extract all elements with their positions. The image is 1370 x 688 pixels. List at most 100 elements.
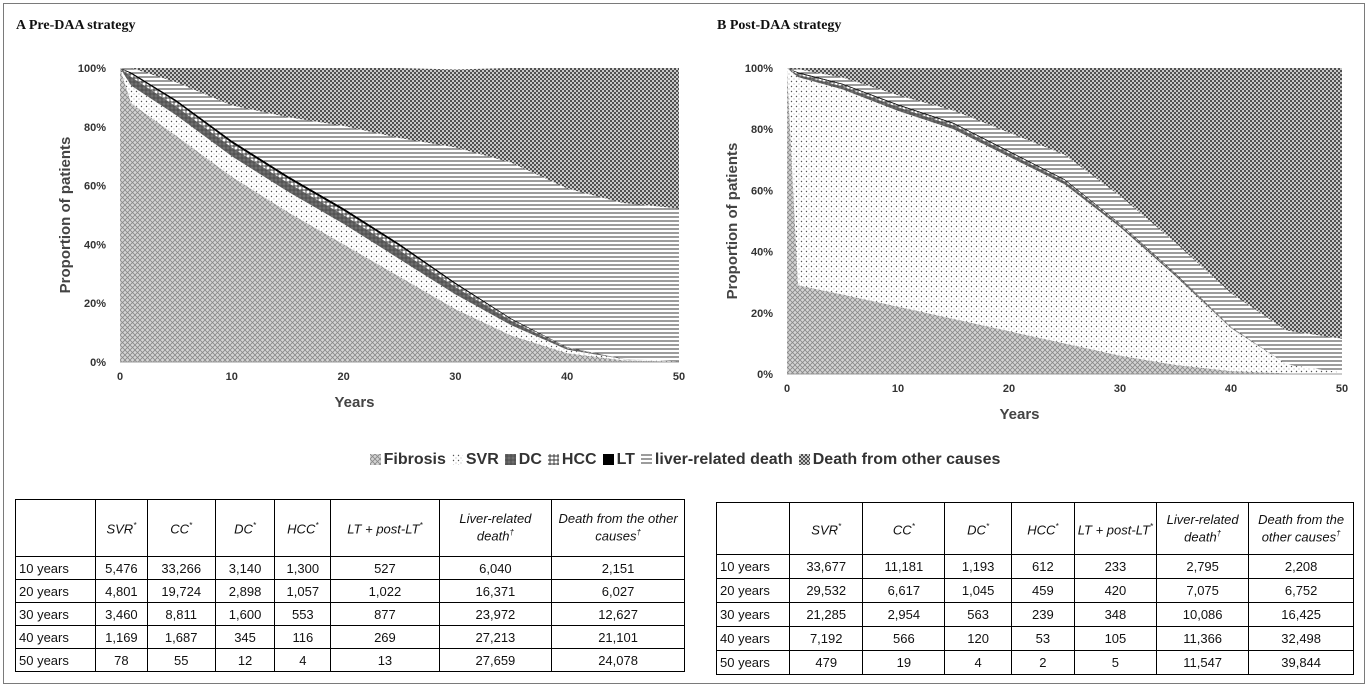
y-tick-label: 100% xyxy=(78,63,106,75)
x-tick-label: 10 xyxy=(226,371,238,383)
column-header: DC* xyxy=(944,502,1012,555)
table-cell: 6,617 xyxy=(862,578,946,603)
table-cell: 33,266 xyxy=(146,556,216,580)
table-cell: 1,687 xyxy=(146,625,216,649)
y-tick-label: 60% xyxy=(84,181,106,193)
table-cell: 7,192 xyxy=(789,626,864,651)
table-cell: 7,075 xyxy=(1155,578,1250,603)
area-svr xyxy=(787,68,1342,374)
table-cell: 1,169 xyxy=(95,625,148,649)
table-cell: 2,795 xyxy=(1155,554,1250,579)
column-header: Liver-related death† xyxy=(1155,502,1250,555)
table-cell: 11,366 xyxy=(1155,626,1250,651)
table-cell: 1,193 xyxy=(944,554,1012,579)
table-cell: 2,954 xyxy=(862,602,946,627)
legend-swatch-icon xyxy=(547,454,559,465)
legend-label: DC xyxy=(518,451,542,468)
table-cell: 27,213 xyxy=(438,625,553,649)
y-tick-label: 80% xyxy=(84,122,106,134)
column-header: DC* xyxy=(214,499,276,557)
area-fibrosis xyxy=(120,68,679,362)
panel-b-title: B Post-DAA strategy xyxy=(717,18,842,33)
legend-swatch-icon xyxy=(602,454,614,465)
table-cell: 1,022 xyxy=(330,579,440,603)
table-cell: 2,898 xyxy=(214,579,276,603)
table-cell: 566 xyxy=(862,626,946,651)
row-label: 30 years xyxy=(715,602,791,627)
legend-swatch-icon xyxy=(451,454,463,465)
legend-label: Death from other causes xyxy=(812,451,1001,468)
y-tick-label: 60% xyxy=(751,185,773,197)
table-cell: 3,140 xyxy=(214,556,276,580)
table-cell: 13 xyxy=(330,648,440,672)
table-cell: 23,972 xyxy=(438,602,553,626)
table-cell: 3,460 xyxy=(95,602,148,626)
x-tick-label: 40 xyxy=(1225,383,1237,395)
legend-label: LT xyxy=(616,451,635,468)
area-death-from-other-causes xyxy=(787,68,1342,339)
y-axis-label: Proportion of patients xyxy=(724,143,741,300)
legend-item-dc: DC xyxy=(504,451,542,469)
table-row: 20 years 4,801 19,724 2,898 1,057 1,022 16,371… xyxy=(14,579,685,603)
row-label: 10 years xyxy=(14,556,97,580)
table-cell: 612 xyxy=(1010,554,1075,579)
row-label: 40 years xyxy=(715,626,791,651)
table-cell: 16,371 xyxy=(438,579,553,603)
y-tick-label: 20% xyxy=(84,298,106,310)
legend-swatch-icon xyxy=(504,454,516,465)
y-tick-label: 100% xyxy=(745,63,773,75)
legend-item-fibrosis: Fibrosis xyxy=(369,451,446,469)
column-header: CC* xyxy=(146,499,216,557)
table-cell: 479 xyxy=(789,650,864,675)
legend-item-death-from-other-causes: Death from other causes xyxy=(798,451,1001,469)
table-cell: 233 xyxy=(1073,554,1158,579)
table-cell: 420 xyxy=(1073,578,1158,603)
legend-item-lt: LT xyxy=(602,451,635,469)
table-cell: 553 xyxy=(274,602,332,626)
area-death-from-other-causes xyxy=(120,68,679,209)
table-row: 10 years 5,476 33,266 3,140 1,300 527 6,040 2,1… xyxy=(14,556,685,580)
chart-a-pre-daa: 0 10 20 30 40 50 0% 20% 40% 60% 80% 100% Years Propor… xyxy=(57,63,685,411)
column-header: Liver-related death† xyxy=(438,499,553,557)
table-row: 40 years 7,192 566 120 53 105 11,366 32,498 xyxy=(715,626,1354,651)
table-cell: 4 xyxy=(274,648,332,672)
table-cell: 11,181 xyxy=(862,554,946,579)
x-tick-label: 20 xyxy=(1003,383,1015,395)
column-header: Death from the other causes† xyxy=(1248,502,1354,555)
table-row: 40 years 1,169 1,687 345 116 269 27,213 21,101 xyxy=(14,625,685,649)
table-cell: 29,532 xyxy=(789,578,864,603)
legend: Fibrosis SVR DC HCC LT liver-related death Dea… xyxy=(0,451,1370,469)
table-cell: 348 xyxy=(1073,602,1158,627)
table-cell: 6,040 xyxy=(438,556,553,580)
legend-label: HCC xyxy=(561,451,597,468)
table-cell: 563 xyxy=(944,602,1012,627)
table-header-row: SVR* CC* DC* HCC* LT + post-LT* Liver-related… xyxy=(715,502,1354,555)
table-cell: 12,627 xyxy=(551,602,685,626)
row-label: 50 years xyxy=(715,650,791,675)
row-label: 10 years xyxy=(715,554,791,579)
legend-item-svr: SVR xyxy=(451,451,499,469)
table-cell: 116 xyxy=(274,625,332,649)
area-liver-related-death xyxy=(120,68,679,362)
y-tick-label: 0% xyxy=(90,357,106,369)
legend-label: SVR xyxy=(465,451,499,468)
table-cell: 19,724 xyxy=(146,579,216,603)
column-header: CC* xyxy=(862,502,946,555)
area-liver-related-death xyxy=(787,68,1342,373)
table-cell: 239 xyxy=(1010,602,1075,627)
table-cell: 5,476 xyxy=(95,556,148,580)
table-cell: 269 xyxy=(330,625,440,649)
table-cell: 8,811 xyxy=(146,602,216,626)
legend-label: Fibrosis xyxy=(383,451,446,468)
table-cell: 6,752 xyxy=(1248,578,1354,603)
table-cell: 21,101 xyxy=(551,625,685,649)
legend-item-hcc: HCC xyxy=(547,451,597,469)
y-axis-label: Proportion of patients xyxy=(57,137,74,294)
x-tick-label: 0 xyxy=(784,383,790,395)
table-cell: 33,677 xyxy=(789,554,864,579)
y-tick-label: 40% xyxy=(84,239,106,251)
column-header: LT + post-LT* xyxy=(330,499,440,557)
panel-a-title: A Pre-DAA strategy xyxy=(16,18,136,33)
table-cell: 1,600 xyxy=(214,602,276,626)
row-label: 50 years xyxy=(14,648,97,672)
